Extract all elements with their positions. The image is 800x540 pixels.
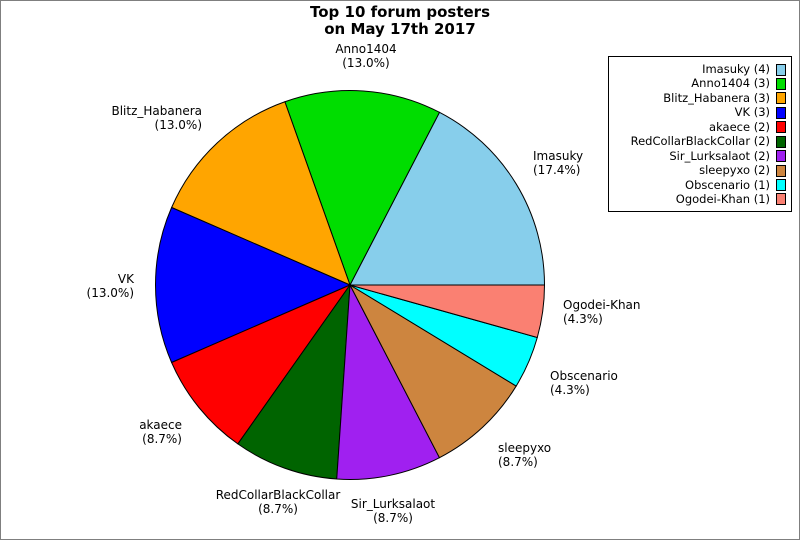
legend-label: akaece (2) bbox=[709, 119, 770, 134]
slice-label-name: Sir_Lurksalaot bbox=[350, 497, 436, 511]
slice-label-sleepyxo: sleepyxo (8.7%) bbox=[498, 441, 551, 469]
slice-label-akaece: akaece (8.7%) bbox=[139, 418, 182, 446]
chart-title-line1: Top 10 forum posters bbox=[310, 3, 490, 21]
pie-slice-sleepyxo bbox=[349, 284, 517, 459]
slice-label-name: Obscenario bbox=[550, 369, 618, 383]
slice-label-imasuky: Imasuky (17.4%) bbox=[533, 149, 583, 177]
legend-label: Obscenario (1) bbox=[685, 177, 770, 192]
slice-label-pct: (13.0%) bbox=[154, 118, 202, 132]
legend-item: sleepyxo (2) bbox=[615, 164, 786, 177]
slice-label-pct: (13.0%) bbox=[342, 56, 390, 70]
slice-label-name: Anno1404 bbox=[335, 42, 397, 56]
slice-label-pct: (8.7%) bbox=[258, 502, 298, 516]
legend-label: Imasuky (4) bbox=[702, 62, 770, 76]
legend-item: Ogodei-Khan (1) bbox=[615, 191, 786, 206]
legend-item: RedCollarBlackCollar (2) bbox=[615, 135, 786, 148]
slice-label-anno1404: Anno1404 (13.0%) bbox=[335, 42, 396, 70]
pie-slice-imasuky bbox=[349, 111, 545, 286]
pie-slice-ogodei-khan bbox=[349, 284, 545, 338]
legend: Imasuky (4) Anno1404 (3) Blitz_Habanera … bbox=[608, 56, 792, 212]
slice-label-pct: (4.3%) bbox=[550, 383, 590, 397]
slice-label-redcollarblackcollar: RedCollarBlackCollar (8.7%) bbox=[216, 488, 341, 516]
slice-label-pct: (8.7%) bbox=[142, 432, 182, 446]
legend-item: Obscenario (1) bbox=[615, 177, 786, 192]
slice-label-pct: (8.7%) bbox=[498, 455, 538, 469]
legend-swatch bbox=[776, 63, 786, 76]
slice-label-name: VK bbox=[117, 272, 134, 286]
slice-label-pct: (4.3%) bbox=[563, 312, 603, 326]
pie-slice-akaece bbox=[171, 284, 351, 445]
legend-item: akaece (2) bbox=[615, 119, 786, 134]
pie-slice-redcollarblackcollar bbox=[237, 284, 351, 480]
slice-label-vk: VK (13.0%) bbox=[87, 272, 134, 300]
legend-swatch bbox=[776, 121, 786, 134]
slice-label-pct: (8.7%) bbox=[373, 511, 413, 525]
legend-label: Ogodei-Khan (1) bbox=[675, 191, 770, 206]
chart-title: Top 10 forum posters on May 17th 2017 bbox=[1, 4, 799, 38]
chart-title-line2: on May 17th 2017 bbox=[324, 20, 476, 38]
legend-swatch bbox=[776, 179, 786, 191]
legend-label: VK (3) bbox=[734, 105, 770, 120]
legend-label: sleepyxo (2) bbox=[699, 163, 770, 178]
slice-label-pct: (13.0%) bbox=[86, 286, 134, 300]
legend-item: Sir_Lurksalaot (2) bbox=[615, 148, 786, 163]
slice-label-name: Blitz_Habanera bbox=[111, 104, 202, 118]
pie-slice-sir_lurksalaot bbox=[336, 284, 440, 480]
legend-label: Sir_Lurksalaot (2) bbox=[669, 148, 770, 163]
legend-label: Blitz_Habanera (3) bbox=[663, 90, 770, 105]
slice-label-name: RedCollarBlackCollar bbox=[215, 488, 341, 502]
legend-label: RedCollarBlackCollar (2) bbox=[630, 134, 770, 149]
legend-item: Imasuky (4) bbox=[615, 63, 786, 76]
slice-label-obscenario: Obscenario (4.3%) bbox=[550, 369, 618, 397]
slice-label-name: Imasuky bbox=[533, 149, 584, 163]
slice-label-sir-lurksalaot: Sir_Lurksalaot (8.7%) bbox=[351, 497, 435, 525]
legend-swatch bbox=[776, 77, 786, 90]
legend-swatch bbox=[776, 92, 786, 105]
slice-label-ogodei-khan: Ogodei-Khan (4.3%) bbox=[563, 298, 641, 326]
legend-swatch bbox=[776, 150, 786, 163]
pie-slice-blitz_habanera bbox=[171, 101, 351, 286]
legend-item: Blitz_Habanera (3) bbox=[615, 90, 786, 105]
legend-swatch bbox=[776, 135, 786, 148]
pie-slice-vk bbox=[154, 207, 351, 363]
legend-swatch bbox=[776, 164, 786, 177]
legend-item: Anno1404 (3) bbox=[615, 77, 786, 90]
slice-label-name: sleepyxo bbox=[498, 441, 552, 455]
slice-label-pct: (17.4%) bbox=[533, 163, 581, 177]
legend-swatch bbox=[776, 193, 786, 206]
slice-label-name: Ogodei-Khan bbox=[563, 298, 641, 312]
slice-label-blitz-habanera: Blitz_Habanera (13.0%) bbox=[111, 104, 202, 132]
legend-label: Anno1404 (3) bbox=[691, 76, 770, 91]
pie-slice-anno1404 bbox=[284, 90, 440, 286]
slice-label-name: akaece bbox=[139, 418, 182, 432]
legend-swatch bbox=[776, 106, 786, 119]
legend-item: VK (3) bbox=[615, 106, 786, 119]
